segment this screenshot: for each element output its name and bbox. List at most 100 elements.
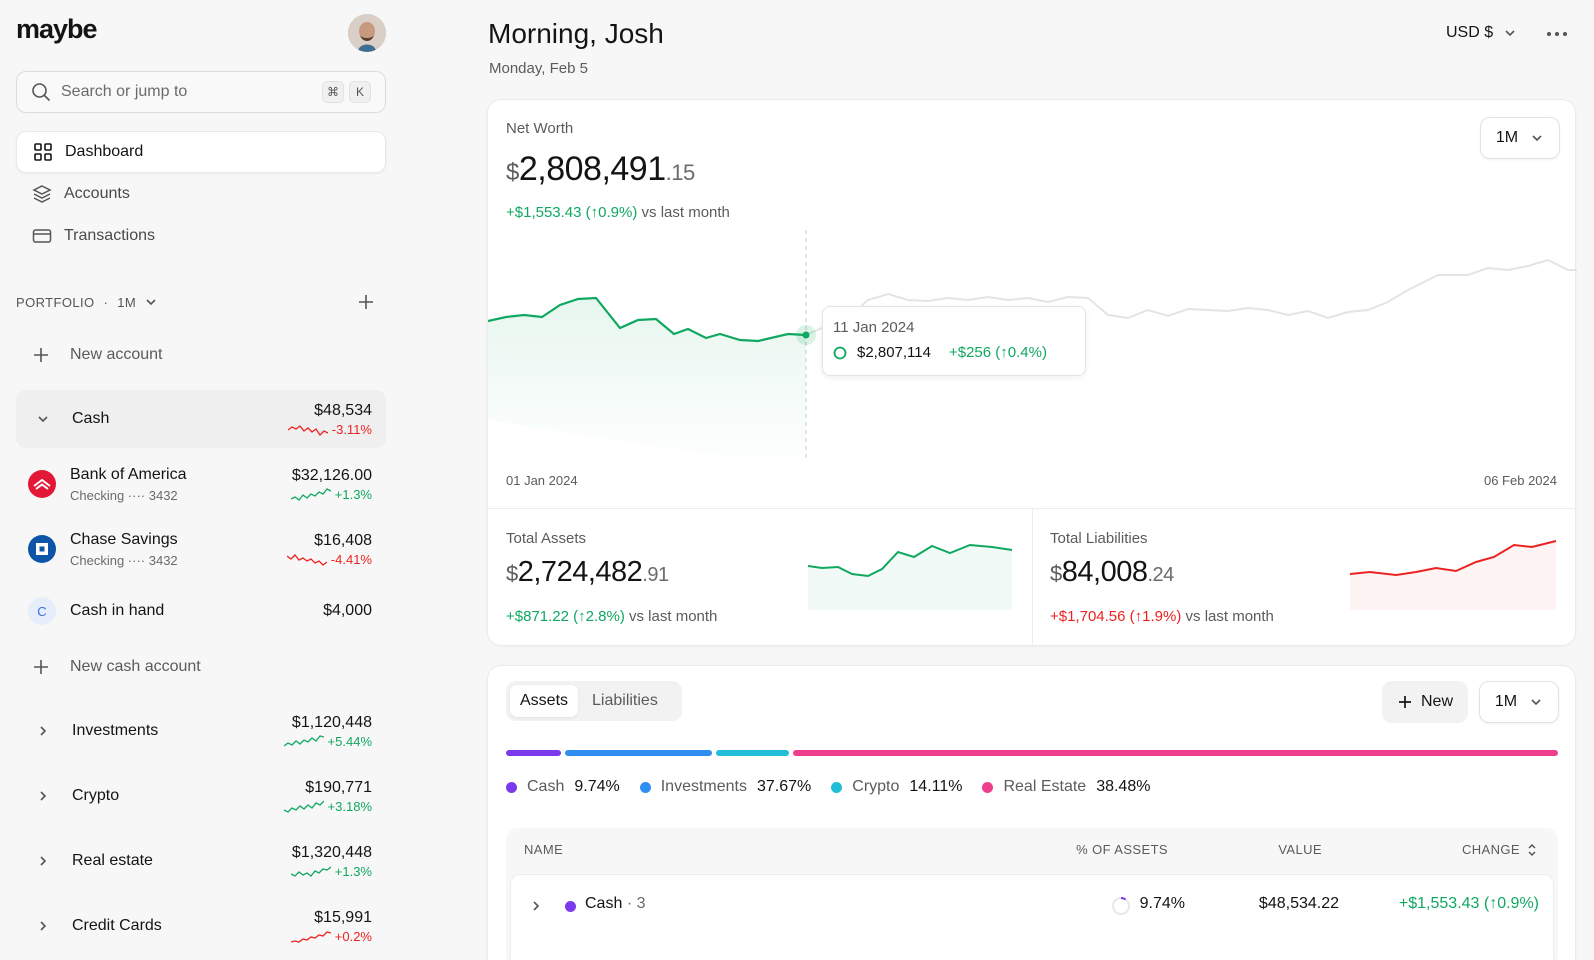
nav-transactions[interactable]: Transactions xyxy=(16,215,386,257)
change-percent: (↑0.9%) xyxy=(585,204,638,221)
account-group-cash[interactable]: Cash $48,534 -3.11% xyxy=(16,390,386,448)
group-change: +3.18% xyxy=(327,798,372,814)
legend-name: Real Estate xyxy=(1003,778,1087,795)
net-worth-chart[interactable] xyxy=(488,230,1577,470)
group-amount: $190,771 xyxy=(305,778,372,796)
page-date: Monday, Feb 5 xyxy=(489,60,588,77)
group-value-cash: $48,534 -3.11% xyxy=(287,401,372,437)
change-amount: +$1,704.56 xyxy=(1050,608,1126,625)
group-amount: $48,534 xyxy=(314,401,372,419)
chart-start-date: 01 Jan 2024 xyxy=(506,473,578,488)
legend-item: Crypto 14.11% xyxy=(831,778,962,796)
chart-tooltip: 11 Jan 2024 $2,807,114 +$256 (↑0.4%) xyxy=(822,306,1086,376)
group-label-cash: Cash xyxy=(72,410,110,427)
account-amount: $16,408 xyxy=(314,531,372,549)
legend-dot xyxy=(831,781,843,793)
group-trend: +1.3% xyxy=(290,864,372,879)
search-icon xyxy=(32,83,50,101)
allocation-period-select[interactable]: 1M xyxy=(1479,681,1559,723)
shortcut-key-k: K xyxy=(349,81,371,103)
table-row[interactable]: Cash · 3 9.74% $48,534.22 +$1,553.43 (↑0… xyxy=(510,874,1554,960)
total-assets-change: +$871.22 (↑2.8%) vs last month xyxy=(506,608,717,625)
column-header-change[interactable]: CHANGE xyxy=(1462,842,1538,857)
row-count: · 3 xyxy=(626,895,646,912)
allocation-bar-investments xyxy=(565,750,712,756)
new-account-item[interactable]: New account xyxy=(16,338,386,372)
currency-symbol: $ xyxy=(506,561,518,586)
total-liabilities-value: $84,008.24 xyxy=(1050,556,1174,589)
group-trend: +0.2% xyxy=(290,929,372,944)
total-assets-label: Total Assets xyxy=(506,530,587,547)
new-button-label: New xyxy=(1420,693,1453,710)
legend-pct: 37.67% xyxy=(757,778,812,795)
portfolio-period[interactable]: 1M xyxy=(117,294,137,310)
chevron-down-icon xyxy=(1531,699,1541,706)
new-cash-account-item[interactable]: New cash account xyxy=(16,650,386,684)
avatar[interactable] xyxy=(348,14,386,52)
change-suffix: vs last month xyxy=(629,608,718,625)
tooltip-change: +$256 (↑0.4%) xyxy=(948,344,1047,361)
currency-selector[interactable]: USD $ xyxy=(1446,24,1517,42)
tab-liabilities[interactable]: Liabilities xyxy=(592,692,658,709)
nav-transactions-label: Transactions xyxy=(64,227,155,244)
tooltip-value: $2,807,114 xyxy=(857,344,931,361)
account-group-credit-cards[interactable]: Credit Cards $15,991 +0.2% xyxy=(16,903,386,949)
app-logo[interactable]: maybe xyxy=(16,14,98,44)
chevron-right-icon[interactable] xyxy=(36,919,50,933)
account-subtitle: Checking ···· 3432 xyxy=(70,552,178,568)
account-value: $16,408 -4.41% xyxy=(286,531,372,567)
group-value: $15,991 +0.2% xyxy=(290,909,372,944)
account-change: -4.41% xyxy=(330,551,372,567)
account-value: $32,126.00 +1.3% xyxy=(290,467,372,502)
sidebar: maybe Search or jump to ⌘ K Dashboard Ac… xyxy=(0,0,400,960)
chevron-down-icon[interactable] xyxy=(36,412,50,426)
chevron-right-icon[interactable] xyxy=(36,789,50,803)
add-account-button[interactable] xyxy=(354,290,378,314)
allocation-tabs: Assets Liabilities xyxy=(506,681,682,721)
value-whole: 2,724,482 xyxy=(517,556,643,588)
cash-in-hand-initial-icon: C xyxy=(28,597,56,625)
account-group-investments[interactable]: Investments $1,120,448 +5.44% xyxy=(16,708,386,754)
value-cents: .91 xyxy=(642,564,669,586)
legend-name: Crypto xyxy=(852,778,900,795)
chevron-right-icon[interactable] xyxy=(529,899,543,913)
search-input[interactable]: Search or jump to xyxy=(61,83,188,100)
assets-table: NAME % OF ASSETS VALUE CHANGE Cash · 3 9… xyxy=(506,828,1558,960)
account-group-real-estate[interactable]: Real estate $1,320,448 +1.3% xyxy=(16,838,386,884)
row-color-dot xyxy=(565,901,576,912)
nav-dashboard[interactable]: Dashboard xyxy=(16,131,386,173)
account-item[interactable]: C Cash in hand $4,000 xyxy=(16,596,386,626)
legend-pct: 14.11% xyxy=(909,778,963,795)
card-divider-vertical xyxy=(1032,508,1033,647)
plus-icon xyxy=(1398,696,1411,708)
chart-line-past xyxy=(488,296,807,343)
nav-accounts[interactable]: Accounts xyxy=(16,173,386,215)
allocation-bar-cash xyxy=(506,750,561,756)
account-item[interactable]: Bank of America Checking ···· 3432 $32,1… xyxy=(16,458,386,510)
value-cents: .24 xyxy=(1147,564,1174,586)
grid-icon xyxy=(34,143,52,161)
chart-line-future xyxy=(805,258,1577,336)
account-item[interactable]: Chase Savings Checking ···· 3432 $16,408… xyxy=(16,523,386,575)
more-options-button[interactable] xyxy=(1544,24,1570,44)
tab-assets[interactable]: Assets xyxy=(510,685,579,717)
group-amount: $1,120,448 xyxy=(291,713,372,731)
account-value: $4,000 xyxy=(323,602,372,620)
chevron-down-icon[interactable] xyxy=(144,295,158,309)
chevron-right-icon[interactable] xyxy=(36,854,50,868)
sort-icon xyxy=(1528,843,1536,856)
value-whole: 84,008 xyxy=(1061,556,1148,588)
period-label: 1M xyxy=(1495,129,1519,146)
search-box[interactable]: Search or jump to ⌘ K xyxy=(16,71,386,113)
net-worth-period-select[interactable]: 1M xyxy=(1480,117,1560,159)
total-liabilities-change: +$1,704.56 (↑1.9%) vs last month xyxy=(1050,608,1274,625)
account-group-crypto[interactable]: Crypto $190,771 +3.18% xyxy=(16,773,386,819)
column-header-pct: % OF ASSETS xyxy=(1076,842,1168,857)
chevron-right-icon[interactable] xyxy=(36,724,50,738)
new-button[interactable]: New xyxy=(1382,681,1468,723)
group-trend: -3.11% xyxy=(287,422,372,437)
change-amount: +$1,553.43 xyxy=(506,204,582,221)
portfolio-header: PORTFOLIO · 1M xyxy=(16,292,386,312)
tooltip-date: 11 Jan 2024 xyxy=(833,319,915,336)
avatar-image xyxy=(348,14,386,52)
